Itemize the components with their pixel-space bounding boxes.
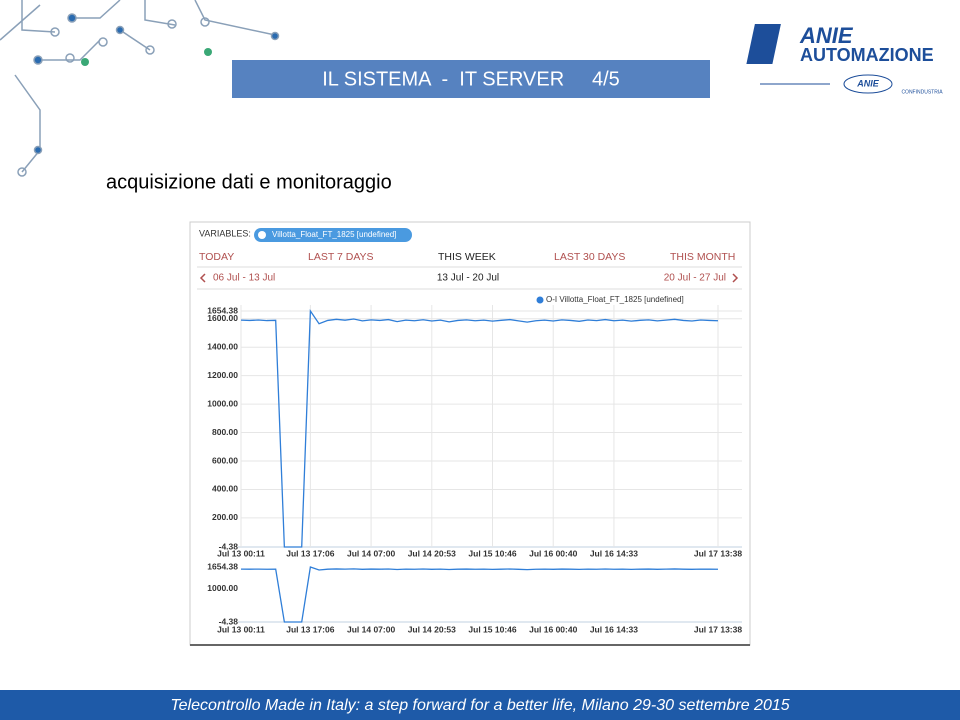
- data-line: [240, 309, 719, 548]
- x-tick-label: Jul 14 20:53: [408, 624, 456, 634]
- logo-sub: AUTOMAZIONE: [800, 45, 934, 65]
- x-tick-label: Jul 15 10:46: [468, 624, 516, 634]
- x-tick-label: Jul 16 14:33: [590, 624, 638, 634]
- logo-mark: [746, 24, 781, 64]
- x-tick-label: Jul 13 00:11: [217, 548, 265, 558]
- plot: -4.38 1000.00 1654.38 Jul 13 00:11 Jul 13 17…: [207, 561, 742, 634]
- logo: ANIE AUTOMAZIONE ANIE CONFINDUSTRIA: [746, 23, 943, 95]
- y-tick-label: 600.00: [212, 455, 238, 465]
- y-tick-label: 800.00: [212, 427, 238, 437]
- variable-name: Villotta_Float_FT_1825 [undefined]: [272, 230, 396, 239]
- prev-range[interactable]: 06 Jul - 13 Jul: [213, 273, 275, 284]
- variables-label: VARIABLES:: [199, 228, 251, 238]
- range-button[interactable]: LAST 7 DAYS: [308, 251, 374, 263]
- slide-title: IL SISTEMA - IT SERVER 4/5: [322, 68, 620, 90]
- y-tick-label: -4.38: [219, 616, 239, 626]
- x-tick-label: Jul 14 07:00: [347, 548, 395, 558]
- y-tick-label: 1654.38: [207, 305, 238, 315]
- logo-org: CONFINDUSTRIA: [901, 89, 943, 95]
- range-button[interactable]: THIS MONTH: [670, 251, 735, 263]
- range-button[interactable]: THIS WEEK: [438, 251, 496, 263]
- x-tick-label: Jul 16 00:40: [529, 624, 577, 634]
- range-button[interactable]: TODAY: [199, 251, 234, 263]
- x-tick-label: Jul 13 17:06: [286, 624, 334, 634]
- logo-badge-frame: [843, 74, 893, 94]
- next-arrow[interactable]: [732, 273, 739, 283]
- y-tick-label: 1000.00: [207, 583, 238, 593]
- circuit-decoration: [0, 0, 280, 177]
- x-tick-label: Jul 16 00:40: [529, 548, 577, 558]
- data-line: [240, 566, 719, 623]
- y-tick-label: 1200.00: [207, 370, 238, 380]
- x-tick-label: Jul 13 00:11: [217, 624, 265, 634]
- logo-badge: ANIE: [856, 78, 879, 88]
- y-tick-label: -4.38: [219, 541, 239, 551]
- range-button[interactable]: LAST 30 DAYS: [554, 251, 625, 263]
- chip-dot: [258, 231, 266, 239]
- x-tick-label: Jul 14 20:53: [408, 548, 456, 558]
- legend-marker: [536, 296, 544, 304]
- x-tick-label: Jul 17 13:38: [694, 548, 742, 558]
- x-tick-label: Jul 17 13:38: [694, 624, 742, 634]
- y-tick-label: 200.00: [212, 512, 238, 522]
- y-tick-label: 1000.00: [207, 398, 238, 408]
- title-bar: [232, 60, 710, 98]
- x-tick-label: Jul 14 07:00: [347, 624, 395, 634]
- footer: Telecontrollo Made in Italy: a step forw…: [170, 697, 789, 714]
- y-tick-label: 400.00: [212, 484, 238, 494]
- next-range[interactable]: 20 Jul - 27 Jul: [664, 273, 726, 284]
- legend-label: O-I Villotta_Float_FT_1825 [undefined]: [546, 295, 684, 304]
- y-tick-label: 1600.00: [207, 313, 238, 323]
- x-tick-label: Jul 13 17:06: [286, 548, 334, 558]
- plot: -4.38 200.00 400.00 600.00 800.00 1000.00 1200…: [207, 305, 742, 558]
- x-tick-label: Jul 16 14:33: [590, 548, 638, 558]
- logo-text: ANIE: [799, 23, 854, 48]
- footer-bar: [0, 690, 960, 720]
- y-tick-label: 1400.00: [207, 341, 238, 351]
- variable-chip[interactable]: [254, 228, 412, 242]
- prev-arrow[interactable]: [199, 273, 206, 283]
- screenshot-frame: [189, 221, 751, 646]
- current-range: 13 Jul - 20 Jul: [437, 273, 499, 284]
- x-tick-label: Jul 15 10:46: [468, 548, 516, 558]
- slide-subtitle: acquisizione dati e monitoraggio: [106, 171, 392, 193]
- y-tick-label: 1654.38: [207, 561, 238, 571]
